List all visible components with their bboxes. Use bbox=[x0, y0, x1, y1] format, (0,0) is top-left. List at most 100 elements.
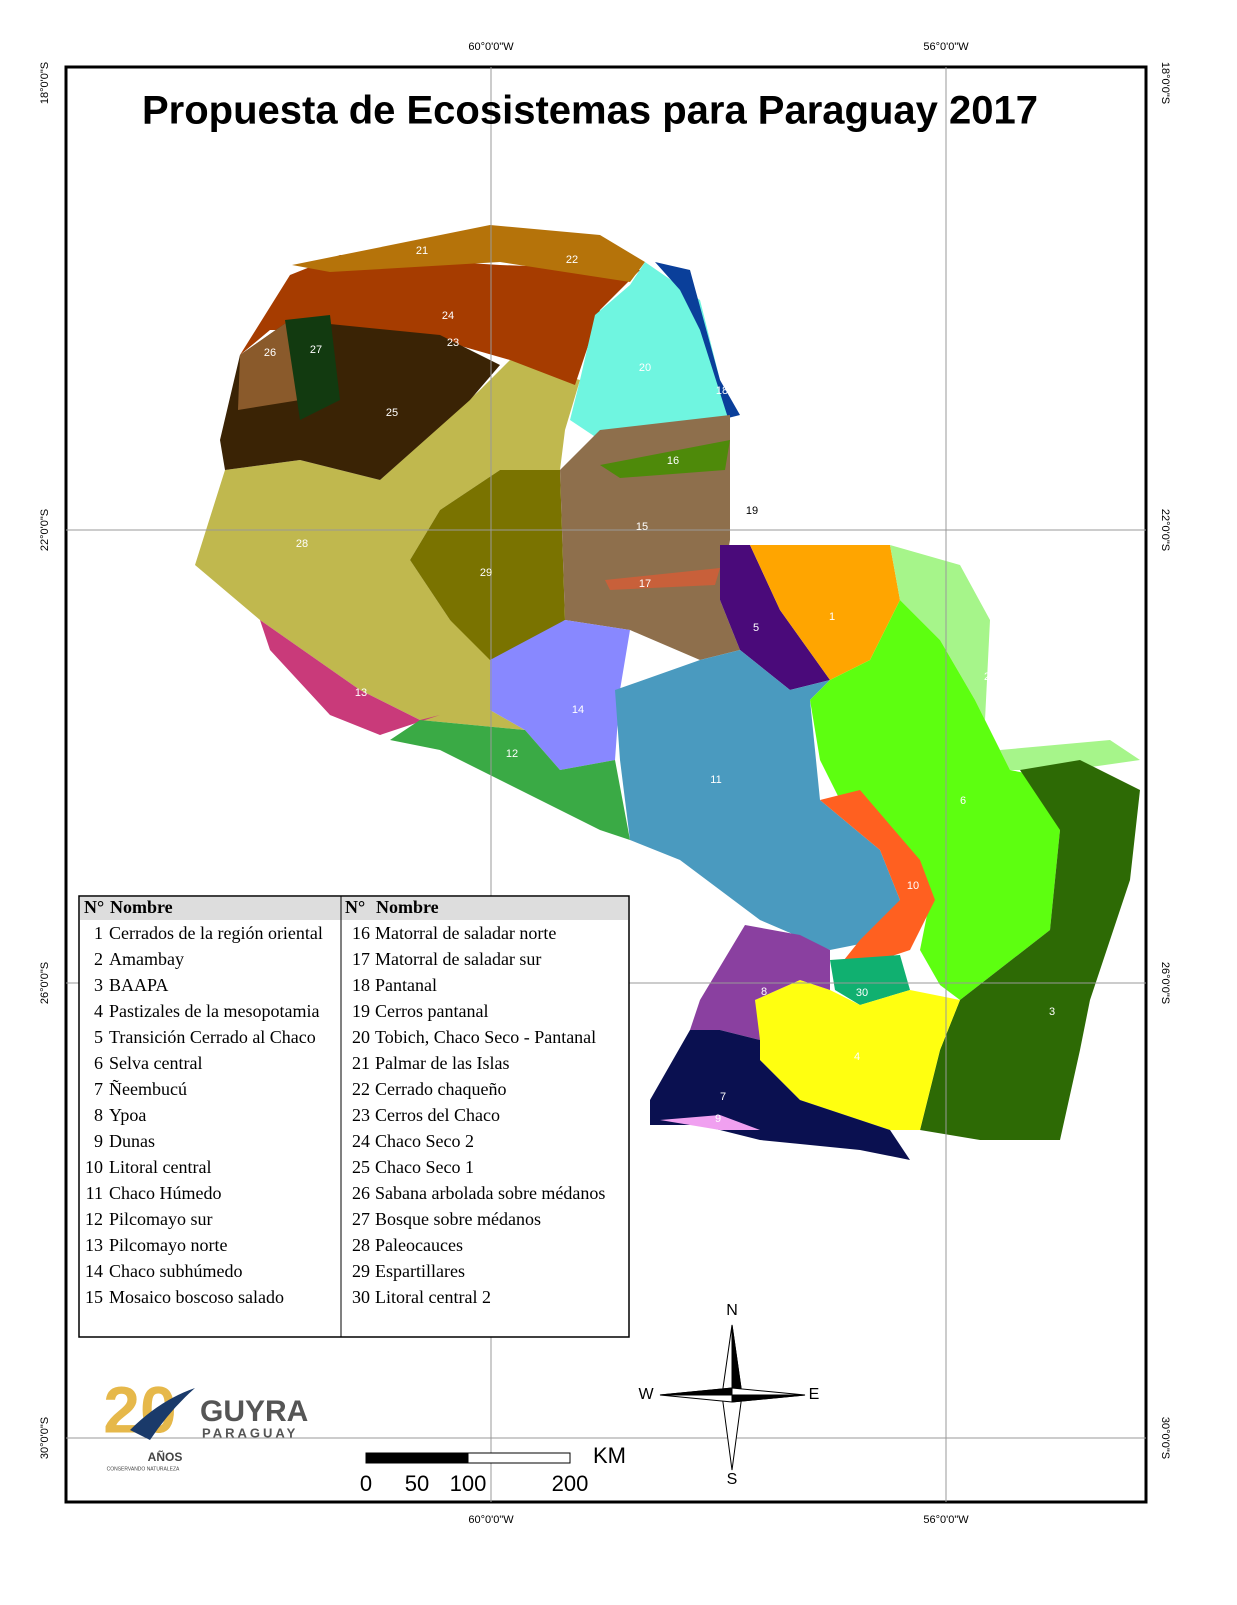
legend-header: Nombre bbox=[376, 897, 439, 917]
region-label: 1 bbox=[829, 611, 835, 623]
region bbox=[238, 320, 300, 410]
region bbox=[660, 1115, 760, 1130]
graticule-label: 22°0'0"S bbox=[39, 509, 51, 551]
legend-header: N° bbox=[84, 897, 104, 917]
legend-number: 25 bbox=[352, 1157, 370, 1177]
graticule-label: 18°0'0"S bbox=[1159, 62, 1171, 104]
region-label: 25 bbox=[386, 407, 398, 419]
graticule-label: 56°0'0"W bbox=[923, 1514, 969, 1526]
compass bbox=[659, 1324, 806, 1471]
legend-number: 24 bbox=[352, 1131, 370, 1151]
legend-name: Chaco Seco 1 bbox=[375, 1157, 474, 1177]
scale-label: 200 bbox=[552, 1471, 589, 1496]
scale-label: 100 bbox=[450, 1471, 487, 1496]
region-label: 14 bbox=[572, 704, 584, 716]
scale-unit: KM bbox=[593, 1443, 626, 1468]
legend-number: 17 bbox=[352, 949, 370, 969]
legend-number: 6 bbox=[94, 1053, 103, 1073]
region-label: 19 bbox=[746, 505, 758, 517]
region-label: 22 bbox=[566, 254, 578, 266]
legend-name: Chaco Seco 2 bbox=[375, 1131, 474, 1151]
legend-number: 29 bbox=[352, 1261, 370, 1281]
logo: 20 GUYRA PARAGUAY AÑOS CONSERVANDO NATUR… bbox=[103, 1372, 308, 1472]
region bbox=[410, 470, 565, 660]
map-title: Propuesta de Ecosistemas para Paraguay 2… bbox=[142, 89, 1038, 133]
region-label: 15 bbox=[636, 521, 648, 533]
legend-number: 27 bbox=[352, 1209, 370, 1229]
region-label: 30 bbox=[856, 987, 868, 999]
legend-number: 18 bbox=[352, 975, 370, 995]
legend-number: 13 bbox=[85, 1235, 103, 1255]
graticule-label: 22°0'0"S bbox=[1159, 509, 1171, 551]
legend-name: Cerrados de la región oriental bbox=[109, 923, 323, 943]
region-label: 3 bbox=[1049, 1006, 1055, 1018]
legend-name: Tobich, Chaco Seco - Pantanal bbox=[375, 1027, 596, 1047]
graticule-label: 18°0'0"S bbox=[39, 62, 51, 104]
region-label: 5 bbox=[753, 622, 759, 634]
legend-name: Dunas bbox=[109, 1131, 155, 1151]
region-label: 18 bbox=[716, 385, 728, 397]
legend-number: 15 bbox=[85, 1287, 103, 1307]
region bbox=[810, 600, 1060, 1000]
region-label: 12 bbox=[506, 748, 518, 760]
region-label: 10 bbox=[907, 880, 919, 892]
graticule-label: 26°0'0"S bbox=[1159, 962, 1171, 1004]
region bbox=[820, 790, 935, 965]
logo-name: GUYRA bbox=[200, 1395, 308, 1428]
graticule-label: 56°0'0"W bbox=[923, 41, 969, 53]
region-label: 13 bbox=[355, 687, 367, 699]
legend-name: Mosaico boscoso salado bbox=[109, 1287, 284, 1307]
legend-name: Cerrado chaqueño bbox=[375, 1079, 506, 1099]
graticule-label: 30°0'0"S bbox=[1159, 1417, 1171, 1459]
region-label: 16 bbox=[667, 455, 679, 467]
region-label: 2 bbox=[984, 671, 990, 683]
region bbox=[890, 545, 1140, 770]
legend-number: 16 bbox=[352, 923, 370, 943]
legend-name: Chaco Húmedo bbox=[109, 1183, 221, 1203]
legend-number: 28 bbox=[352, 1235, 370, 1255]
legend-number: 8 bbox=[94, 1105, 103, 1125]
region bbox=[240, 255, 640, 385]
compass-west: W bbox=[638, 1386, 654, 1403]
region bbox=[720, 545, 830, 690]
logo-years: AÑOS bbox=[148, 1449, 183, 1464]
region-label: 27 bbox=[310, 344, 322, 356]
legend-number: 21 bbox=[352, 1053, 370, 1073]
legend-number: 30 bbox=[352, 1287, 370, 1307]
legend-number: 9 bbox=[94, 1131, 103, 1151]
legend-number: 20 bbox=[352, 1027, 370, 1047]
region bbox=[655, 262, 740, 418]
region bbox=[292, 225, 645, 282]
scale-label: 50 bbox=[405, 1471, 429, 1496]
scale-bar bbox=[365, 1452, 571, 1464]
region-label: 4 bbox=[854, 1051, 860, 1063]
region-label: 8 bbox=[761, 986, 767, 998]
legend-name: Cerros del Chaco bbox=[375, 1105, 500, 1125]
legend-name: Matorral de saladar sur bbox=[375, 949, 541, 969]
legend-name: Espartillares bbox=[375, 1261, 465, 1281]
legend-rows: N° Nombre N° Nombre 1 Cerrados de la región o… bbox=[84, 897, 605, 1307]
region-label: 7 bbox=[720, 1091, 726, 1103]
legend-name: Matorral de saladar norte bbox=[375, 923, 556, 943]
region bbox=[615, 650, 900, 950]
legend-number: 23 bbox=[352, 1105, 370, 1125]
legend-name: Transición Cerrado al Chaco bbox=[109, 1027, 316, 1047]
legend-number: 26 bbox=[352, 1183, 370, 1203]
region-label: 17 bbox=[639, 578, 651, 590]
legend-name: Chaco subhúmedo bbox=[109, 1261, 242, 1281]
legend-name: Litoral central bbox=[109, 1157, 211, 1177]
legend-name: Pilcomayo norte bbox=[109, 1235, 227, 1255]
region bbox=[600, 440, 730, 478]
region-label: 9 bbox=[715, 1113, 721, 1125]
region-label: 28 bbox=[296, 538, 308, 550]
region bbox=[750, 545, 900, 680]
region-label: 24 bbox=[442, 310, 454, 322]
compass-north: N bbox=[726, 1302, 738, 1319]
region bbox=[605, 568, 720, 590]
region bbox=[755, 980, 960, 1130]
legend-name: Litoral central 2 bbox=[375, 1287, 491, 1307]
region-label: 23 bbox=[447, 337, 459, 349]
graticule-label: 30°0'0"S bbox=[39, 1417, 51, 1459]
logo-tagline: CONSERVANDO NATURALEZA bbox=[107, 1466, 180, 1472]
